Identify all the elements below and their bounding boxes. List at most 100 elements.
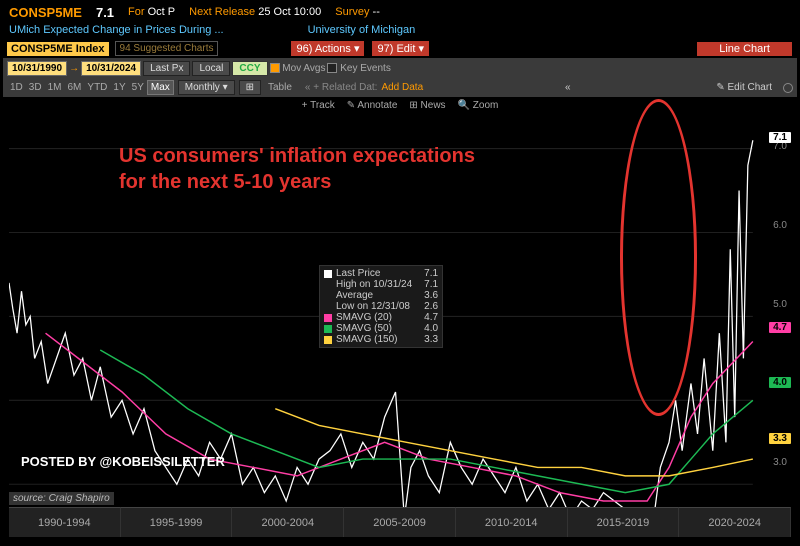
legend-row: SMAVG (50) 4.0 [324, 323, 438, 334]
movavg-label: Mov Avgs [282, 63, 325, 74]
legend-value: 3.6 [416, 290, 438, 301]
header-line1: CONSP5ME 7.1 For Oct P Next Release 25 O… [3, 3, 797, 21]
legend-row: Average 3.6 [324, 290, 438, 301]
y-pill: 4.7 [769, 322, 791, 333]
date-to-input[interactable]: 10/31/2024 [81, 61, 141, 76]
ticker: CONSP5ME [9, 5, 82, 20]
series-description: UMich Expected Change in Prices During .… [9, 24, 224, 36]
next-release-label: Next Release [189, 6, 255, 18]
legend-value: 7.1 [416, 279, 438, 290]
chart-annotation: US consumers' inflation expectations for… [119, 143, 475, 195]
local-button[interactable]: Local [192, 61, 230, 76]
x-tick: 2000-2004 [232, 507, 344, 537]
edit-menu[interactable]: 97) Edit ▾ [371, 40, 430, 57]
terminal-window: CONSP5ME 7.1 For Oct P Next Release 25 O… [0, 0, 800, 546]
range-3d[interactable]: 3D [26, 81, 45, 94]
legend-label: Average [336, 290, 373, 301]
legend-swatch [324, 281, 332, 289]
y-pill: 3.3 [769, 433, 791, 444]
legend-swatch [324, 303, 332, 311]
x-tick: 1990-1994 [9, 507, 121, 537]
last-value: 7.1 [96, 5, 114, 20]
news-button[interactable]: ⊞ News [409, 100, 445, 111]
legend-swatch [324, 325, 332, 333]
movavg-checkbox[interactable]: Mov Avgs [270, 63, 326, 74]
annotation-line2: for the next 5-10 years [119, 169, 475, 195]
index-box[interactable]: CONSP5ME Index [7, 42, 109, 56]
legend-label: Low on 12/31/08 [336, 301, 410, 312]
date-from-input[interactable]: 10/31/1990 [7, 61, 67, 76]
range-1y[interactable]: 1Y [110, 81, 128, 94]
view-toggle[interactable]: ⊞ [239, 80, 261, 95]
add-data-button[interactable]: Add Data [381, 82, 423, 93]
range-1d[interactable]: 1D [7, 81, 26, 94]
range-ytd[interactable]: YTD [84, 81, 110, 94]
legend-row: Last Price 7.1 [324, 268, 438, 279]
chart-type-label[interactable]: Line Chart [696, 41, 793, 57]
x-tick: 2010-2014 [456, 507, 568, 537]
x-tick: 2020-2024 [679, 507, 791, 537]
legend-label: SMAVG (50) [336, 323, 392, 334]
collapse-icon[interactable]: « [561, 82, 575, 93]
highlight-ellipse [620, 99, 697, 416]
y-tick: 6.0 [773, 220, 787, 231]
gear-icon[interactable] [783, 83, 793, 93]
source-credit: source: Craig Shapiro [9, 492, 114, 505]
range-1m[interactable]: 1M [45, 81, 65, 94]
range-max[interactable]: Max [147, 80, 174, 95]
legend-label: High on 10/31/24 [336, 279, 412, 290]
for-value: Oct P [148, 6, 176, 18]
period-select[interactable]: Monthly ▾ [178, 80, 235, 95]
legend-swatch [324, 270, 332, 278]
legend-swatch [324, 314, 332, 322]
legend-swatch [324, 292, 332, 300]
header-line2: UMich Expected Change in Prices During .… [3, 21, 797, 39]
related-data-label: « + Related Dat: [305, 82, 378, 93]
toolbar-dates: 10/31/1990 → 10/31/2024 Last Px Local CC… [3, 58, 797, 78]
legend-value: 2.6 [416, 301, 438, 312]
toolbar-annotate: + Track ✎ Annotate ⊞ News 🔍 Zoom [3, 97, 797, 113]
y-pill: 7.1 [769, 132, 791, 143]
track-button[interactable]: + Track [302, 100, 335, 111]
x-tick: 2005-2009 [344, 507, 456, 537]
legend-label: SMAVG (20) [336, 312, 392, 323]
for-label: For [128, 6, 145, 18]
chart-area[interactable]: US consumers' inflation expectations for… [9, 115, 791, 505]
keyevents-label: Key Events [340, 63, 391, 74]
legend-value: 3.3 [416, 334, 438, 345]
date-arrow-icon: → [69, 63, 79, 74]
keyevents-checkbox[interactable]: Key Events [327, 63, 390, 74]
table-button[interactable]: Table [265, 81, 295, 94]
ccy-button[interactable]: CCY [232, 61, 267, 76]
legend-value: 4.0 [416, 323, 438, 334]
x-axis: 1990-19941995-19992000-20042005-20092010… [9, 507, 791, 537]
legend-row: SMAVG (150) 3.3 [324, 334, 438, 345]
toolbar-main: CONSP5ME Index 94 Suggested Charts 96) A… [3, 39, 797, 58]
y-pill: 4.0 [769, 377, 791, 388]
legend-swatch [324, 336, 332, 344]
lastpx-button[interactable]: Last Px [143, 61, 190, 76]
series-source: University of Michigan [308, 24, 416, 36]
legend-row: Low on 12/31/08 2.6 [324, 301, 438, 312]
y-tick: 5.0 [773, 299, 787, 310]
posted-by: POSTED BY @KOBEISSILETTER [21, 454, 225, 469]
edit-chart-button[interactable]: ✎ Edit Chart [712, 82, 776, 93]
annotate-button[interactable]: ✎ Annotate [347, 100, 398, 111]
y-tick: 3.0 [773, 457, 787, 468]
zoom-button[interactable]: 🔍 Zoom [458, 100, 499, 111]
legend-value: 4.7 [416, 312, 438, 323]
survey-label: Survey [335, 6, 369, 18]
actions-menu[interactable]: 96) Actions ▾ [290, 40, 365, 57]
legend-box: Last Price 7.1 High on 10/31/24 7.1 Average 3… [319, 265, 443, 348]
legend-row: High on 10/31/24 7.1 [324, 279, 438, 290]
toolbar-range: 1D3D1M6MYTD1Y5YMax Monthly ▾ ⊞ Table « +… [3, 78, 797, 97]
legend-value: 7.1 [416, 268, 438, 279]
x-tick: 2015-2019 [568, 507, 680, 537]
range-5y[interactable]: 5Y [129, 81, 147, 94]
annotation-line1: US consumers' inflation expectations [119, 143, 475, 169]
next-release-value: 25 Oct 10:00 [258, 6, 321, 18]
legend-label: SMAVG (150) [336, 334, 398, 345]
suggested-charts-button[interactable]: 94 Suggested Charts [115, 41, 219, 56]
legend-label: Last Price [336, 268, 380, 279]
range-6m[interactable]: 6M [65, 81, 85, 94]
